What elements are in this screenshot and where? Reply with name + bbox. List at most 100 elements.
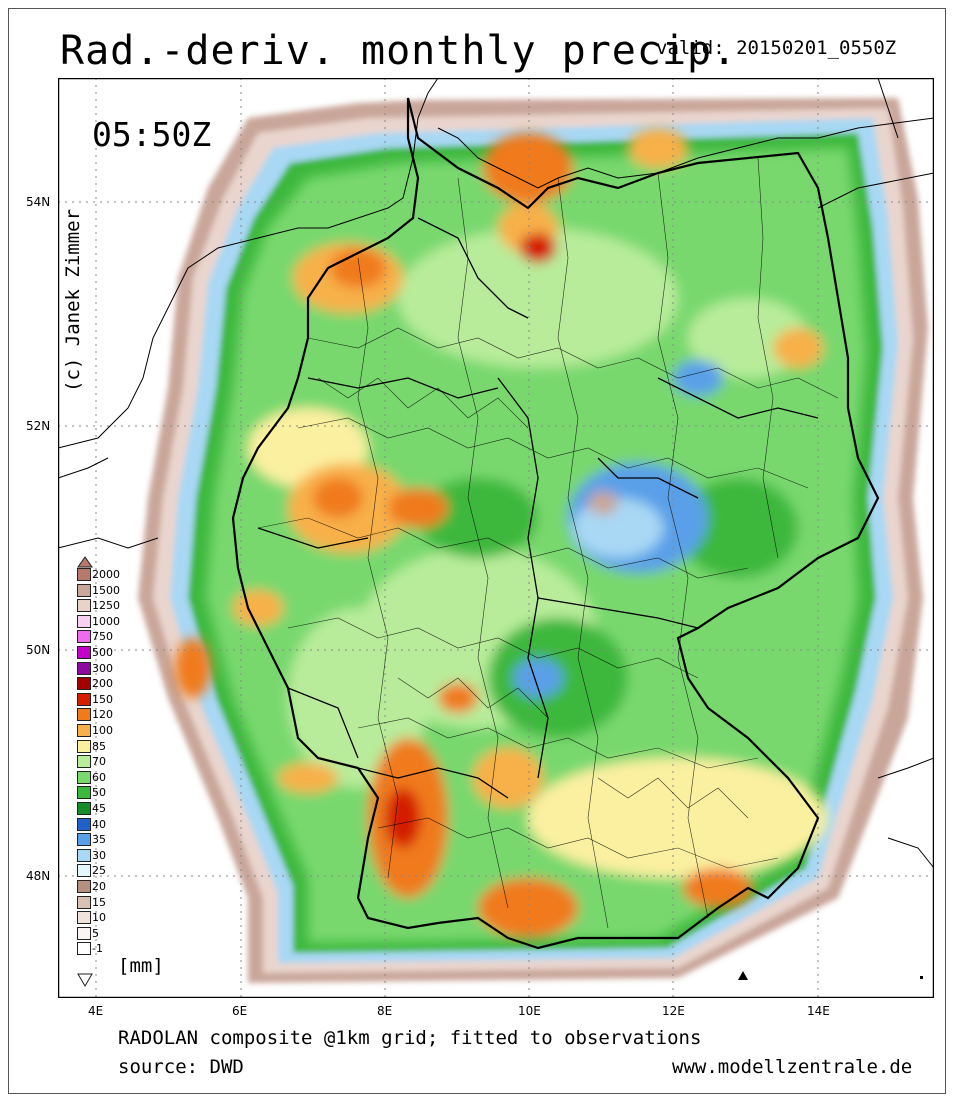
legend-label: 85 <box>92 739 106 753</box>
legend-label: 100 <box>92 724 113 737</box>
legend-swatch <box>77 802 91 815</box>
legend-entry: 85 <box>75 739 215 753</box>
legend-label: 70 <box>92 755 106 769</box>
legend-entry: 70 <box>75 755 215 769</box>
legend-swatch <box>77 786 91 800</box>
legend-swatch <box>77 817 91 831</box>
lon-label-8: 8E <box>377 1004 393 1018</box>
legend-label: 750 <box>92 630 113 644</box>
legend-entry: 25 <box>75 864 215 878</box>
legend-label: 300 <box>92 661 113 675</box>
legend-entry: 5 <box>75 926 215 940</box>
legend-swatch <box>77 770 91 784</box>
legend-swatch <box>77 911 91 925</box>
legend-swatch <box>77 880 91 893</box>
legend-entry: 300 <box>75 661 215 675</box>
legend-swatch <box>77 724 91 737</box>
footer-description: RADOLAN composite @1km grid; fitted to o… <box>118 1027 702 1049</box>
valid-time: valid: 20150201_0550Z <box>656 37 897 59</box>
lat-label-50: 50N <box>26 643 51 657</box>
lon-label-4: 4E <box>88 1004 104 1018</box>
legend-entry: 100 <box>75 724 215 737</box>
legend-label: 1000 <box>92 614 120 628</box>
legend-label: 60 <box>92 770 106 784</box>
lon-label-14: 14E <box>807 1004 830 1018</box>
legend-top-arrow <box>77 556 93 568</box>
legend-swatch <box>77 677 91 691</box>
legend-swatch <box>77 614 91 628</box>
legend-label: 25 <box>92 864 106 878</box>
legend-entry: 60 <box>75 770 215 784</box>
legend-label: 150 <box>92 692 113 706</box>
figure-frame <box>8 8 946 1094</box>
legend-entry: 20 <box>75 880 215 893</box>
legend-swatch <box>77 661 91 675</box>
lon-label-6: 6E <box>232 1004 248 1018</box>
precip-field <box>175 128 866 943</box>
legend-label: 2000 <box>92 568 120 581</box>
triangle-icon <box>738 971 748 980</box>
legend-entry: 500 <box>75 646 215 659</box>
legend-entry: 45 <box>75 802 215 815</box>
legend-swatch <box>77 755 91 769</box>
map-title: Rad.-deriv. monthly precip. <box>60 28 738 74</box>
legend-swatch <box>77 583 91 597</box>
legend-swatch <box>77 568 91 581</box>
legend-label: 1250 <box>92 599 120 613</box>
lat-label-52: 52N <box>26 419 51 433</box>
legend-swatch <box>77 864 91 878</box>
legend-entry: 35 <box>75 833 215 847</box>
lat-label-48: 48N <box>26 869 51 883</box>
lon-label-12: 12E <box>662 1004 685 1018</box>
dot-marker <box>920 976 923 979</box>
legend-entry: 200 <box>75 677 215 691</box>
legend-bottom-arrow <box>77 973 93 987</box>
country-border <box>231 97 880 950</box>
legend-label: 35 <box>92 833 106 847</box>
footer-website[interactable]: www.modellzentrale.de <box>672 1056 913 1078</box>
legend-entry: 15 <box>75 895 215 909</box>
legend-entry: -1 <box>75 942 215 956</box>
legend-swatch <box>77 630 91 644</box>
legend-label: 200 <box>92 677 113 691</box>
legend-entry: 1500 <box>75 583 215 597</box>
footer-source: source: DWD <box>118 1056 244 1078</box>
legend-label: 15 <box>92 895 106 909</box>
legend-swatch <box>77 942 91 956</box>
legend-unit: [mm] <box>118 955 164 977</box>
legend-label: 45 <box>92 802 106 815</box>
legend-label: 500 <box>92 646 113 659</box>
legend-entry: 40 <box>75 817 215 831</box>
map-time: 05:50Z <box>92 115 212 154</box>
legend-swatch <box>77 895 91 909</box>
map-border <box>58 78 934 998</box>
lat-label-54: 54N <box>26 195 51 209</box>
legend-entry: 50 <box>75 786 215 800</box>
precip-map <box>58 78 934 998</box>
legend-label: 120 <box>92 708 113 722</box>
legend-swatch <box>77 708 91 722</box>
legend-swatch <box>77 926 91 940</box>
legend-entry: 1000 <box>75 614 215 628</box>
legend-label: 30 <box>92 848 106 862</box>
legend-label: 20 <box>92 880 106 893</box>
legend-entry: 150 <box>75 692 215 706</box>
district-boundaries <box>257 157 839 929</box>
legend-label: 10 <box>92 911 106 925</box>
legend-swatch <box>77 833 91 847</box>
legend-label: 40 <box>92 817 106 831</box>
legend-swatch <box>77 692 91 706</box>
legend-swatch <box>77 739 91 753</box>
legend-label: -1 <box>92 942 103 956</box>
legend-swatch <box>77 646 91 659</box>
state-borders <box>257 217 819 799</box>
legend-entry: 2000 <box>75 568 215 581</box>
legend-label: 1500 <box>92 583 120 597</box>
legend-swatch <box>77 599 91 613</box>
legend-swatch <box>77 848 91 862</box>
lon-label-10: 10E <box>518 1004 541 1018</box>
legend-entry: 1250 <box>75 599 215 613</box>
legend-label: 5 <box>92 926 99 940</box>
copyright-text: (c) Janek Zimmer <box>62 208 84 392</box>
legend-label: 50 <box>92 786 106 800</box>
